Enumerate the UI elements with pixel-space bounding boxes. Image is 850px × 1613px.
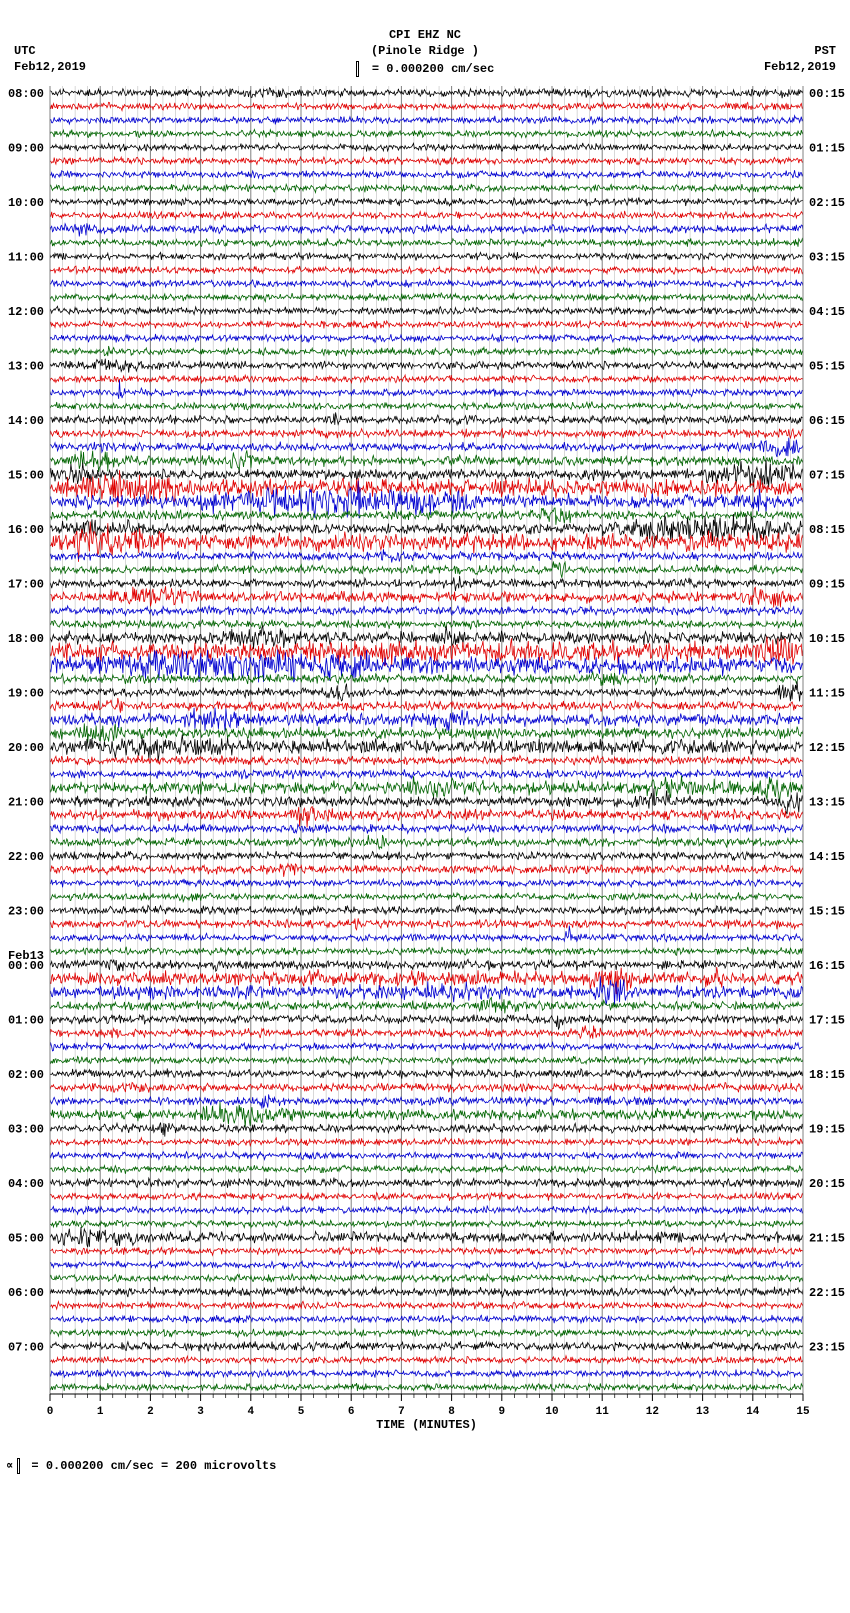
svg-text:23:15: 23:15 — [809, 1340, 845, 1354]
svg-text:01:15: 01:15 — [809, 141, 845, 155]
svg-text:01:00: 01:00 — [8, 1013, 44, 1027]
svg-text:7: 7 — [398, 1406, 405, 1418]
svg-text:18:15: 18:15 — [809, 1068, 845, 1082]
svg-text:11:15: 11:15 — [809, 686, 845, 700]
svg-text:17:00: 17:00 — [8, 577, 44, 591]
footer-prefix: ∝ — [6, 1459, 13, 1473]
svg-text:5: 5 — [298, 1406, 305, 1418]
footer: ∝ = 0.000200 cm/sec = 200 microvolts — [0, 1440, 850, 1482]
scale-indicator: = 0.000200 cm/sec — [0, 61, 850, 78]
svg-text:12: 12 — [646, 1406, 659, 1418]
svg-text:13:15: 13:15 — [809, 795, 845, 809]
svg-text:05:15: 05:15 — [809, 359, 845, 373]
svg-text:12:15: 12:15 — [809, 741, 845, 755]
svg-text:09:15: 09:15 — [809, 577, 845, 591]
svg-text:02:15: 02:15 — [809, 196, 845, 210]
svg-text:19:00: 19:00 — [8, 686, 44, 700]
svg-text:11:00: 11:00 — [8, 250, 44, 264]
svg-text:8: 8 — [448, 1406, 455, 1418]
svg-text:04:00: 04:00 — [8, 1177, 44, 1191]
utc-tz-label: UTC — [14, 44, 86, 60]
svg-text:15:00: 15:00 — [8, 468, 44, 482]
scale-bar-icon — [356, 61, 359, 77]
svg-text:2: 2 — [147, 1406, 154, 1418]
svg-text:02:00: 02:00 — [8, 1068, 44, 1082]
svg-text:6: 6 — [348, 1406, 355, 1418]
header-right: PST Feb12,2019 — [764, 44, 836, 75]
svg-text:14:00: 14:00 — [8, 414, 44, 428]
header: UTC Feb12,2019 CPI EHZ NC (Pinole Ridge … — [0, 0, 850, 80]
svg-text:17:15: 17:15 — [809, 1013, 845, 1027]
footer-scale-bar-icon — [17, 1458, 20, 1474]
svg-text:05:00: 05:00 — [8, 1231, 44, 1245]
svg-text:10:00: 10:00 — [8, 196, 44, 210]
svg-text:00:15: 00:15 — [809, 87, 845, 101]
svg-text:14: 14 — [746, 1406, 760, 1418]
title-block: CPI EHZ NC (Pinole Ridge ) = 0.000200 cm… — [0, 0, 850, 78]
svg-text:08:15: 08:15 — [809, 523, 845, 537]
svg-text:00:00: 00:00 — [8, 959, 44, 973]
svg-text:10: 10 — [545, 1406, 558, 1418]
svg-text:08:00: 08:00 — [8, 87, 44, 101]
svg-text:11: 11 — [596, 1406, 610, 1418]
svg-text:06:15: 06:15 — [809, 414, 845, 428]
svg-text:13: 13 — [696, 1406, 710, 1418]
svg-text:06:00: 06:00 — [8, 1286, 44, 1300]
svg-text:0: 0 — [47, 1406, 54, 1418]
svg-text:21:00: 21:00 — [8, 795, 44, 809]
svg-text:20:15: 20:15 — [809, 1177, 845, 1191]
footer-text: = 0.000200 cm/sec = 200 microvolts — [24, 1459, 276, 1473]
pst-tz-label: PST — [764, 44, 836, 60]
svg-text:9: 9 — [498, 1406, 505, 1418]
svg-text:03:00: 03:00 — [8, 1122, 44, 1136]
station-id: CPI EHZ NC — [0, 28, 850, 44]
svg-text:21:15: 21:15 — [809, 1231, 845, 1245]
svg-text:19:15: 19:15 — [809, 1122, 845, 1136]
svg-text:12:00: 12:00 — [8, 305, 44, 319]
header-left: UTC Feb12,2019 — [14, 44, 86, 75]
svg-text:14:15: 14:15 — [809, 850, 845, 864]
svg-text:15:15: 15:15 — [809, 904, 845, 918]
svg-text:07:15: 07:15 — [809, 468, 845, 482]
svg-text:23:00: 23:00 — [8, 904, 44, 918]
scale-text: = 0.000200 cm/sec — [365, 62, 495, 76]
station-name: (Pinole Ridge ) — [0, 44, 850, 60]
svg-text:3: 3 — [197, 1406, 204, 1418]
helicorder-svg: 08:00 00:15 09:00 01:15 10:00 02:15 11:00 03:15… — [0, 80, 850, 1440]
svg-text:4: 4 — [247, 1406, 254, 1418]
svg-text:1: 1 — [97, 1406, 104, 1418]
svg-text:09:00: 09:00 — [8, 141, 44, 155]
svg-text:13:00: 13:00 — [8, 359, 44, 373]
utc-date-label: Feb12,2019 — [14, 60, 86, 76]
svg-text:07:00: 07:00 — [8, 1340, 44, 1354]
svg-text:15: 15 — [796, 1406, 810, 1418]
svg-text:18:00: 18:00 — [8, 632, 44, 646]
helicorder-plot: 08:00 00:15 09:00 01:15 10:00 02:15 11:00 03:15… — [0, 80, 850, 1440]
svg-text:03:15: 03:15 — [809, 250, 845, 264]
svg-text:04:15: 04:15 — [809, 305, 845, 319]
svg-text:22:15: 22:15 — [809, 1286, 845, 1300]
svg-text:22:00: 22:00 — [8, 850, 44, 864]
svg-text:10:15: 10:15 — [809, 632, 845, 646]
svg-text:16:00: 16:00 — [8, 523, 44, 537]
svg-text:TIME (MINUTES): TIME (MINUTES) — [376, 1418, 477, 1432]
page-root: UTC Feb12,2019 CPI EHZ NC (Pinole Ridge … — [0, 0, 850, 1482]
svg-text:16:15: 16:15 — [809, 959, 845, 973]
svg-text:20:00: 20:00 — [8, 741, 44, 755]
pst-date-label: Feb12,2019 — [764, 60, 836, 76]
